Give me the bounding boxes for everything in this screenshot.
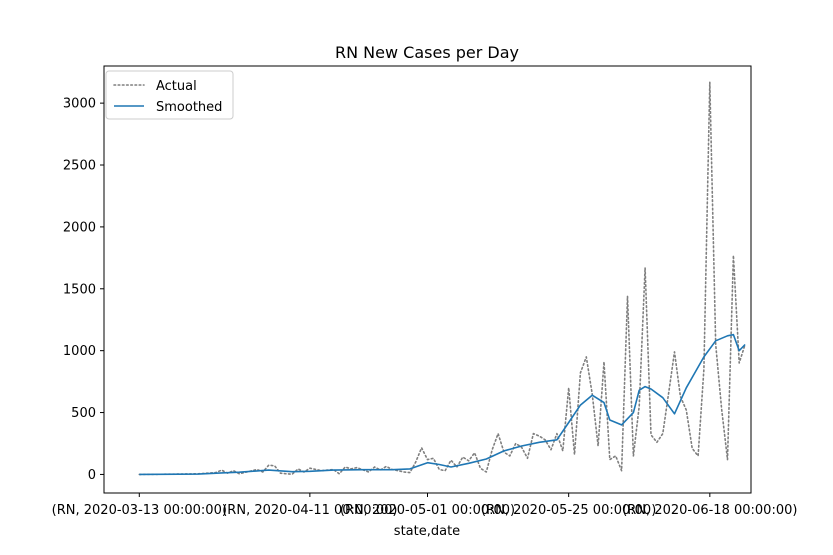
legend: Actual Smoothed	[105, 70, 234, 120]
chart-title: RN New Cases per Day	[335, 43, 519, 62]
y-tick-label: 2500	[63, 159, 96, 174]
y-tick-label: 1500	[63, 282, 96, 297]
x-axis-label: state,date	[394, 524, 460, 539]
series-line-actual	[138, 81, 746, 476]
x-tick-label: (RN, 2020-03-13 00:00:00)	[52, 503, 227, 518]
plot-area: 0 500 1000 1500 2000 2500 3000 (RN, 2020-03-13 …	[52, 65, 797, 518]
x-tick-label: (RN, 2020-06-18 00:00:00)	[622, 503, 797, 518]
y-tick-label: 1000	[63, 344, 96, 359]
series-line-smoothed	[139, 333, 746, 476]
y-tick-label: 3000	[63, 97, 96, 112]
legend-label-actual: Actual	[156, 79, 197, 94]
x-tick-label: (RN, 2020-05-25 00:00:00)	[481, 503, 656, 518]
legend-label-smoothed: Smoothed	[156, 100, 222, 115]
y-tick-label: 2000	[63, 220, 96, 235]
x-tick-label: (RN, 2020-04-11 00:00:00)	[222, 503, 397, 518]
y-tick-label: 500	[71, 406, 96, 421]
x-tick-label: (RN, 2020-05-01 00:00:00)	[340, 503, 515, 518]
legend-frame	[105, 70, 234, 120]
y-tick-label: 0	[88, 468, 96, 483]
